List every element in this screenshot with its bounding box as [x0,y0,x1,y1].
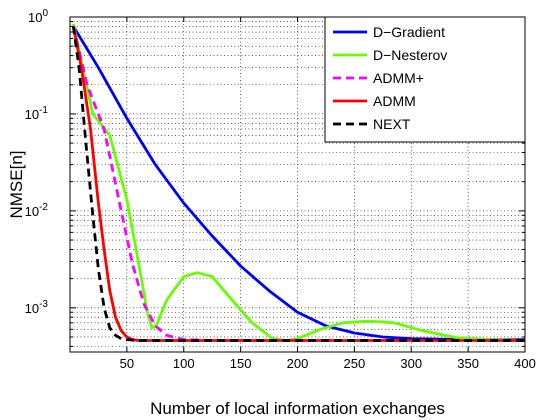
x-tick-label: 350 [457,356,479,371]
y-tick-label: 10-2 [25,202,49,219]
series-line-admm [72,26,525,342]
y-axis: 100 10-1 10-2 10-3 [25,8,525,347]
series-line-admm- [72,26,525,342]
x-tick-label: 150 [230,356,252,371]
x-tick-label: 300 [400,356,422,371]
x-tick-label: 400 [514,356,536,371]
y-tick-label: 10-3 [25,299,49,316]
series-lines [72,23,526,342]
x-tick-label: 250 [344,356,366,371]
legend-entry-label: NEXT [373,116,411,132]
series-line-d-nesterov [72,23,526,342]
y-tick-label: 100 [28,8,48,25]
legend-entry-label: ADMM [373,93,416,109]
legend-box [324,16,526,143]
x-axis: 50 100 150 200 250 300 350 400 [120,17,536,371]
legend: D−Gradient D−Nesterov ADMM+ ADMM NEXT [324,16,526,143]
x-tick-label: 200 [287,356,309,371]
x-axis-label: Number of local information exchanges [150,399,445,418]
y-tick-label: 10-1 [25,105,49,122]
legend-entry-label: D−Gradient [373,24,445,40]
legend-entry-label: ADMM+ [373,70,424,86]
x-tick-label: 100 [173,356,195,371]
x-tick-label: 50 [120,356,134,371]
series-line-d-gradient [72,25,525,342]
legend-entry-label: D−Nesterov [373,47,447,63]
y-axis-label: NMSE[n] [7,150,26,218]
series-line-next [72,26,525,342]
